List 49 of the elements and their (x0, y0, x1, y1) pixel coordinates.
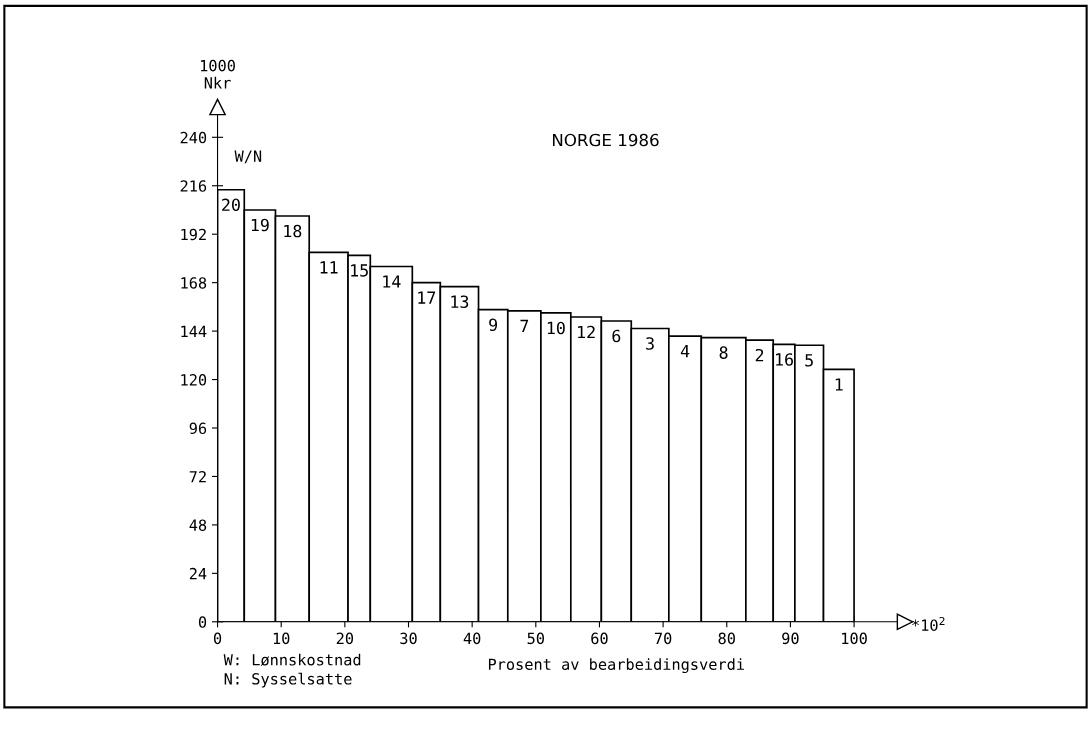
annotation: 20 (222, 198, 240, 212)
x-tick-label: 50 (527, 632, 545, 645)
annotation: 2 (755, 348, 764, 362)
annotation: 1 (835, 378, 843, 391)
x-tick-label: 90 (782, 632, 799, 645)
annotation: 13 (451, 295, 469, 309)
annotation: 7 (520, 319, 529, 332)
y-tick-label: 240 (180, 131, 207, 144)
annotation: 14 (383, 275, 401, 288)
y-tick-label: 216 (180, 180, 207, 192)
annotation: 8 (719, 346, 728, 359)
text: *10$^{2}$ (912, 616, 945, 631)
annotation: 17 (418, 291, 436, 304)
text: N: Sysselsatte (224, 672, 352, 688)
y-tick-label: 168 (181, 277, 207, 289)
y-tick-label: 144 (181, 325, 207, 337)
annotation: 15 (351, 264, 368, 277)
y-tick-label: 96 (189, 422, 207, 435)
text: W: Lønnskostnad (223, 653, 361, 667)
annotation: 3 (646, 337, 654, 350)
annotation: 18 (284, 224, 302, 238)
annotation: 5 (805, 354, 813, 367)
annotation: 12 (578, 325, 595, 339)
x-tick-label: 80 (718, 632, 735, 645)
x-tick-label: 20 (336, 632, 354, 645)
y-tick-label: 0 (198, 616, 207, 628)
annotation: W/N (234, 150, 262, 164)
y-axis-title: 1000 Nkr (200, 59, 235, 89)
x-tick-label: 100 (842, 632, 867, 645)
annotation: 6 (612, 329, 621, 343)
annotation: 19 (251, 218, 269, 232)
y-tick-label: 192 (181, 228, 206, 241)
x-tick-label: 70 (654, 632, 672, 645)
x-tick-label: 40 (463, 632, 481, 645)
x-tick-label: 0 (213, 632, 222, 645)
y-tick-label: 48 (189, 519, 207, 531)
annotation: 9 (489, 318, 498, 332)
annotation: 16 (776, 353, 793, 366)
y-tick-label: 120 (181, 374, 207, 386)
text: NORGE 1986 (552, 133, 659, 147)
x-axis-title: Prosent av bearbeidingsverdi (488, 658, 744, 674)
y-tick-label: 24 (189, 567, 207, 580)
annotation: 4 (680, 345, 690, 358)
x-tick-label: 60 (591, 632, 608, 645)
x-tick-label: 10 (273, 632, 290, 645)
y-tick-label: 72 (189, 470, 206, 483)
annotation: 11 (320, 261, 338, 274)
annotation: 10 (547, 321, 565, 335)
x-tick-label: 30 (400, 632, 417, 645)
